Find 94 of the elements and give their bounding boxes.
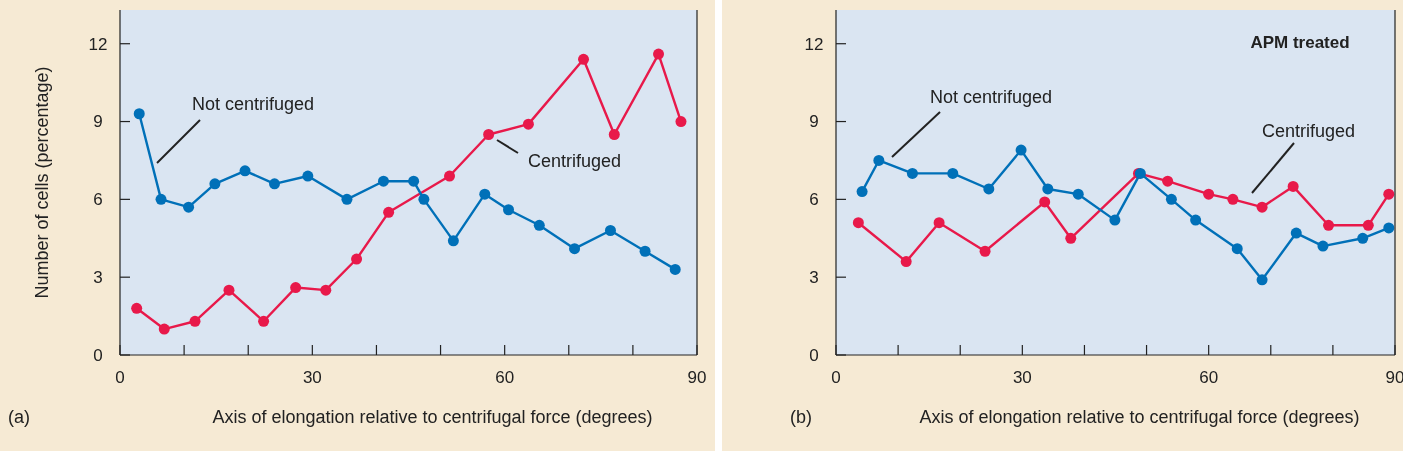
x-tick-label: 30: [1012, 368, 1032, 387]
y-tick-label: 6: [93, 190, 103, 210]
x-tick-label: 60: [1199, 368, 1219, 387]
point: [1162, 175, 1174, 187]
point: [1317, 240, 1329, 252]
point: [158, 323, 170, 335]
point: [983, 183, 995, 195]
point: [1256, 201, 1268, 213]
y-tick-label: 3: [93, 268, 103, 288]
point: [669, 263, 681, 275]
point: [351, 253, 363, 265]
point: [639, 245, 651, 257]
point: [900, 256, 912, 268]
point: [418, 193, 430, 205]
point: [239, 165, 251, 177]
point: [131, 302, 143, 314]
y-tick-label: 9: [809, 112, 819, 132]
point: [1039, 196, 1051, 208]
point: [1227, 193, 1239, 205]
point: [1109, 214, 1121, 226]
point: [290, 282, 302, 294]
point: [302, 170, 314, 182]
point: [483, 129, 495, 141]
point: [1190, 214, 1202, 226]
point: [258, 315, 270, 327]
point: [320, 284, 332, 296]
point: [856, 186, 868, 198]
x-tick-label: 90: [687, 368, 707, 387]
point: [1290, 227, 1302, 239]
x-tick-label: 0: [115, 368, 125, 387]
point: [189, 315, 201, 327]
x-tick-label: 30: [302, 368, 322, 387]
point: [269, 178, 281, 190]
y-tick-label: 12: [88, 34, 108, 54]
x-tick-label: 60: [495, 368, 515, 387]
y-tick-label: 12: [804, 34, 824, 54]
y-tick-label: 0: [809, 345, 819, 365]
point: [479, 188, 491, 200]
x-axis-title: Axis of elongation relative to centrifugal force (degrees): [919, 407, 1360, 427]
point: [1072, 188, 1084, 200]
x-tick-label: 0: [831, 368, 841, 387]
x-axis-title: Axis of elongation relative to centrifugal force (degrees): [212, 407, 653, 427]
text: (b): [790, 407, 812, 427]
point: [522, 118, 534, 130]
point: [979, 245, 991, 257]
point: [1383, 222, 1395, 234]
point: [933, 217, 945, 229]
text: APM treated: [1250, 33, 1350, 52]
point: [503, 204, 515, 216]
point: [408, 175, 420, 187]
point: [604, 224, 616, 236]
point: [675, 116, 687, 128]
point: [578, 53, 590, 65]
y-tick-label: 6: [809, 190, 819, 210]
point: [383, 206, 395, 218]
point: [873, 154, 885, 166]
point: [852, 217, 864, 229]
point: [1203, 188, 1215, 200]
point: [447, 235, 459, 247]
x-tick-label: 90: [1385, 368, 1403, 387]
point: [1015, 144, 1027, 156]
text: Centrifuged: [1262, 121, 1356, 141]
y-axis-title: Number of cells (percentage): [32, 66, 52, 299]
point: [1165, 193, 1177, 205]
point: [1042, 183, 1054, 195]
point: [1065, 232, 1077, 244]
y-tick-label: 0: [93, 345, 103, 365]
y-tick-label: 3: [809, 268, 819, 288]
text: (a): [8, 407, 30, 427]
point: [444, 170, 456, 182]
point: [569, 243, 581, 255]
point: [183, 201, 195, 213]
point: [1357, 232, 1369, 244]
point: [1362, 219, 1374, 231]
point: [653, 48, 665, 60]
point: [341, 193, 353, 205]
series-label: Centrifuged: [528, 151, 622, 171]
point: [133, 108, 145, 120]
point: [155, 193, 167, 205]
point: [1231, 243, 1243, 255]
point: [906, 167, 918, 179]
text: Not centrifuged: [192, 94, 315, 114]
point: [1383, 188, 1395, 200]
point: [1256, 274, 1268, 286]
point: [223, 284, 235, 296]
point: [608, 129, 620, 141]
text: Not centrifuged: [930, 87, 1053, 107]
point: [1287, 180, 1299, 192]
point: [1323, 219, 1335, 231]
point: [947, 167, 959, 179]
y-tick-label: 9: [93, 112, 103, 132]
point: [209, 178, 221, 190]
point: [378, 175, 389, 187]
point: [533, 219, 545, 231]
